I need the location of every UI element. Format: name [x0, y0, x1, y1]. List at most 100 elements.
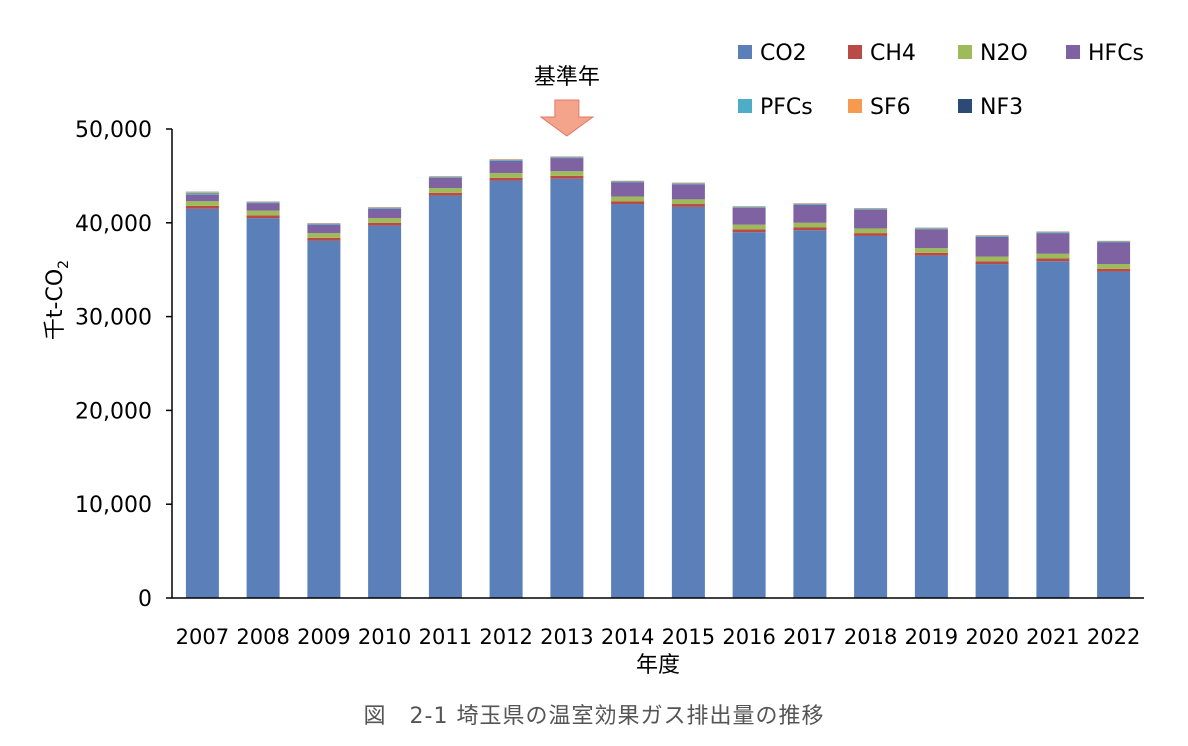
bar-pfcs-2013	[550, 157, 583, 158]
bar-co2-2011	[429, 196, 462, 598]
bar-co2-2012	[490, 181, 523, 598]
bar-n2o-2011	[429, 188, 462, 193]
bars-group	[186, 156, 1130, 598]
bar-pfcs-2019	[915, 228, 948, 229]
y-tick-label: 10,000	[75, 493, 152, 518]
bar-hfcs-2008	[247, 203, 280, 211]
y-tick-label: 0	[138, 587, 152, 612]
bar-pfcs-2020	[976, 236, 1009, 237]
bar-co2-2022	[1097, 272, 1130, 598]
bar-ch4-2013	[550, 176, 583, 179]
bar-pfcs-2009	[307, 224, 340, 225]
legend-swatch-co2	[738, 45, 752, 59]
bar-ch4-2016	[733, 229, 766, 232]
y-axis-label: 千t-CO2	[43, 260, 72, 340]
bar-ch4-2014	[611, 201, 644, 204]
legend-swatch-n2o	[958, 45, 972, 59]
bar-n2o-2009	[307, 233, 340, 238]
bar-co2-2020	[976, 264, 1009, 598]
x-tick-label: 2012	[479, 625, 532, 649]
bar-ch4-2007	[186, 206, 219, 209]
x-tick-label: 2008	[236, 625, 289, 649]
legend-label-n2o: N2O	[980, 41, 1028, 66]
bar-ch4-2017	[793, 227, 826, 230]
base-year-arrow-icon	[541, 100, 593, 136]
bar-n2o-2014	[611, 197, 644, 202]
bar-pfcs-2011	[429, 177, 462, 178]
x-tick-label: 2021	[1026, 625, 1079, 649]
y-tick-label: 30,000	[75, 306, 152, 331]
bar-co2-2008	[247, 218, 280, 598]
bar-hfcs-2016	[733, 208, 766, 225]
bar-hfcs-2014	[611, 182, 644, 196]
bar-hfcs-2017	[793, 205, 826, 223]
x-tick-label: 2015	[662, 625, 715, 649]
bar-ch4-2008	[247, 215, 280, 218]
bar-co2-2016	[733, 232, 766, 598]
bar-n2o-2010	[368, 218, 401, 223]
legend-swatch-sf6	[848, 99, 862, 113]
legend-label-pfcs: PFCs	[760, 95, 813, 120]
bar-co2-2014	[611, 204, 644, 598]
y-tick-label: 20,000	[75, 399, 152, 424]
legend-label-co2: CO2	[760, 41, 807, 66]
bar-pfcs-2012	[490, 160, 523, 161]
x-tick-label: 2007	[176, 625, 229, 649]
legend-label-nf3: NF3	[980, 95, 1023, 120]
bar-co2-2021	[1036, 261, 1069, 598]
bar-pfcs-2021	[1036, 232, 1069, 233]
bar-n2o-2017	[793, 223, 826, 228]
bar-pfcs-2015	[672, 183, 705, 184]
bar-n2o-2007	[186, 201, 219, 206]
x-tick-label: 2014	[601, 625, 654, 649]
bar-hfcs-2013	[550, 158, 583, 171]
bar-co2-2007	[186, 209, 219, 598]
bar-co2-2009	[307, 241, 340, 598]
y-tick-label: 50,000	[75, 118, 152, 143]
bar-hfcs-2009	[307, 225, 340, 233]
x-tick-label: 2020	[965, 625, 1018, 649]
bar-pfcs-2010	[368, 208, 401, 209]
bar-n2o-2022	[1097, 264, 1130, 269]
bar-ch4-2018	[854, 233, 887, 236]
bar-n2o-2015	[672, 199, 705, 204]
bar-n2o-2008	[247, 211, 280, 216]
bar-pfcs-2017	[793, 204, 826, 205]
bar-co2-2017	[793, 230, 826, 598]
bar-n2o-2019	[915, 248, 948, 253]
bar-n2o-2013	[550, 171, 583, 176]
base-year-annotation: 基準年	[534, 65, 600, 90]
bar-ch4-2009	[307, 238, 340, 241]
legend-swatch-hfcs	[1066, 45, 1080, 59]
bar-hfcs-2007	[186, 195, 219, 202]
x-tick-label: 2019	[905, 625, 958, 649]
bar-co2-2019	[915, 256, 948, 598]
x-tick-label: 2016	[722, 625, 775, 649]
bar-ch4-2020	[976, 261, 1009, 264]
bar-n2o-2021	[1036, 254, 1069, 259]
bar-hfcs-2018	[854, 210, 887, 229]
x-tick-label: 2011	[419, 625, 472, 649]
bar-ch4-2015	[672, 204, 705, 207]
bar-n2o-2020	[976, 257, 1009, 262]
x-tick-label: 2022	[1087, 625, 1140, 649]
bar-n2o-2012	[490, 173, 523, 178]
bar-ch4-2011	[429, 193, 462, 196]
bar-hfcs-2011	[429, 178, 462, 188]
bar-pfcs-2008	[247, 202, 280, 203]
bar-hfcs-2021	[1036, 233, 1069, 254]
bar-pfcs-2007	[186, 193, 219, 195]
bar-pfcs-2016	[733, 207, 766, 208]
bar-ch4-2010	[368, 223, 401, 226]
bar-n2o-2016	[733, 225, 766, 230]
bar-co2-2015	[672, 207, 705, 598]
legend-swatch-pfcs	[738, 99, 752, 113]
x-tick-label: 2013	[540, 625, 593, 649]
bar-hfcs-2019	[915, 229, 948, 248]
figure-caption: 図 2-1 埼玉県の温室効果ガス排出量の推移	[0, 698, 1188, 730]
bar-sf6-2007	[186, 192, 219, 193]
bar-n2o-2018	[854, 228, 887, 233]
